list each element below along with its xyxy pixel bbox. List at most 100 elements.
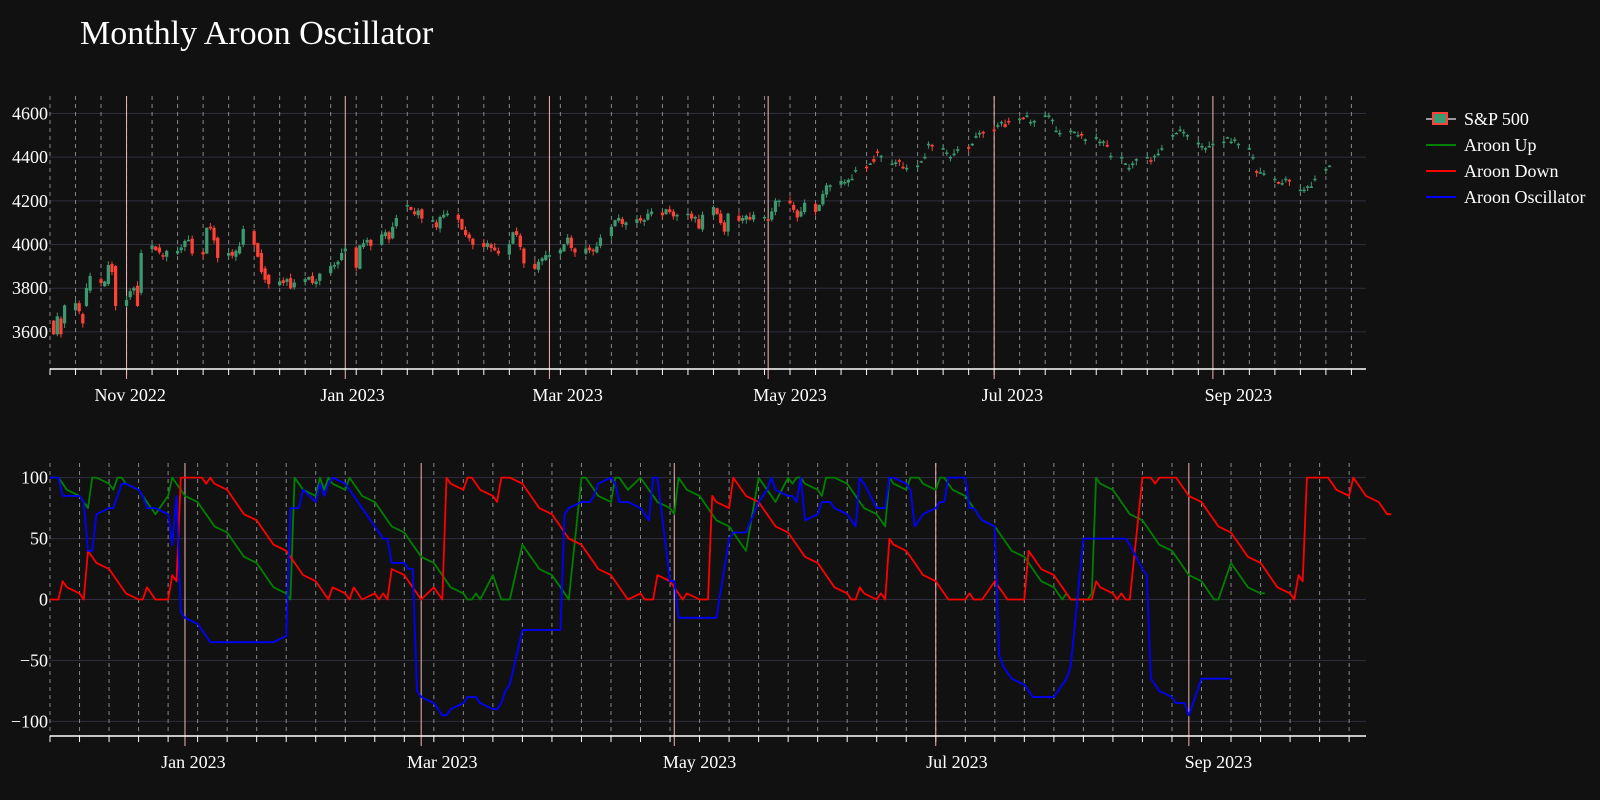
candle-body — [405, 204, 409, 207]
legend-item-aroon-down[interactable]: Aroon Down — [1426, 158, 1585, 184]
line-legend-icon — [1426, 163, 1456, 179]
candle-body — [671, 211, 675, 217]
candle-body — [103, 281, 107, 287]
x-tick-label: Sep 2023 — [1185, 752, 1253, 772]
candle-body — [802, 202, 807, 213]
candle-body — [496, 250, 501, 254]
candle-body — [1236, 143, 1241, 146]
candle-body — [719, 213, 723, 223]
candle-body — [1233, 139, 1237, 141]
candle-body — [1287, 179, 1292, 182]
candle-body — [675, 214, 679, 217]
candle-body — [1098, 141, 1102, 144]
candle-body — [1047, 115, 1051, 117]
candle-body — [573, 248, 577, 253]
candle-body — [1247, 148, 1251, 150]
candle-body — [183, 240, 187, 247]
candle-body — [722, 222, 727, 232]
candle-body — [354, 247, 358, 268]
candle-body — [1306, 186, 1310, 188]
candle-body — [686, 213, 690, 216]
legend-label: Aroon Oscillator — [1464, 186, 1586, 207]
candle-body — [970, 143, 974, 146]
candle-body — [73, 303, 78, 311]
candle-body — [1276, 182, 1281, 184]
candle-body — [875, 151, 880, 154]
candle-body — [460, 219, 464, 230]
candle-body — [693, 216, 697, 219]
candle-body — [1255, 171, 1259, 173]
candle-body — [967, 147, 971, 149]
candle-body — [642, 220, 646, 222]
candle-body — [974, 136, 978, 138]
candle-body — [854, 170, 858, 172]
legend-item-sp500[interactable]: S&P 500 — [1426, 106, 1585, 132]
candle-body — [1149, 160, 1153, 162]
candle-body — [562, 244, 566, 252]
candle-body — [777, 200, 781, 203]
candle-body — [1054, 130, 1058, 133]
candle-body — [285, 279, 289, 282]
candle-body — [726, 213, 730, 232]
candle-body — [700, 214, 705, 230]
candle-body — [489, 244, 493, 249]
candle-body — [445, 213, 449, 216]
candle-body — [566, 237, 570, 244]
candle-body — [292, 282, 296, 288]
aroon-oscillator-line — [50, 476, 1231, 717]
candle-body — [711, 207, 716, 216]
candle-body — [751, 214, 756, 220]
candle-body — [1280, 183, 1284, 185]
candle-body — [788, 200, 792, 204]
candle-body — [587, 247, 592, 251]
candle-body — [179, 247, 183, 251]
candle-body — [748, 216, 752, 220]
candle-body — [409, 207, 413, 210]
candle-body — [843, 182, 847, 184]
legend-item-aroon-up[interactable]: Aroon Up — [1426, 132, 1585, 158]
candle-body — [981, 131, 985, 134]
candle-body — [1182, 131, 1186, 134]
candle-body — [821, 194, 825, 205]
candle-body — [1105, 144, 1109, 147]
candle-body — [846, 179, 850, 183]
candle-body — [894, 162, 898, 164]
candle-body — [609, 226, 614, 237]
candle-body — [595, 246, 599, 253]
candle-body — [431, 220, 435, 222]
candle-body — [62, 305, 67, 324]
y-tick-label: 0 — [39, 590, 48, 610]
candle-body — [241, 228, 245, 245]
candle-body — [358, 245, 362, 269]
candle-body — [697, 219, 701, 229]
candle-body — [1298, 189, 1302, 192]
candle-body — [1003, 124, 1007, 127]
candle-body — [416, 210, 420, 216]
candle-body — [905, 167, 909, 170]
candle-body — [864, 166, 869, 169]
candle-body — [897, 160, 902, 162]
candle-body — [824, 185, 829, 195]
candle-body — [139, 252, 143, 293]
candle-body — [1134, 159, 1138, 161]
legend-label: S&P 500 — [1464, 108, 1529, 129]
legend-item-aroon-oscillator[interactable]: Aroon Oscillator — [1426, 184, 1585, 210]
legend[interactable]: S&P 500 Aroon Up Aroon Down Aroon Oscill… — [1426, 106, 1585, 210]
y-tick-label: 100 — [21, 468, 48, 488]
candle-body — [55, 316, 59, 335]
candle-body — [106, 265, 110, 285]
candle-body — [948, 156, 953, 159]
candle-body — [1196, 142, 1200, 145]
candle-body — [1094, 137, 1098, 139]
candle-body — [584, 248, 588, 254]
candle-body — [343, 248, 347, 252]
candle-body — [945, 152, 949, 155]
candle-body — [88, 275, 92, 291]
candle-body — [383, 232, 387, 237]
candle-body — [467, 234, 471, 239]
candle-body — [1109, 155, 1113, 158]
candle-body — [310, 275, 315, 283]
candle-body — [1313, 178, 1317, 181]
candle-body — [165, 250, 169, 257]
